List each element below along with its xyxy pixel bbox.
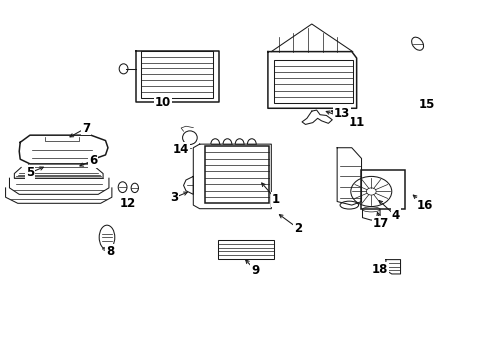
Text: 12: 12 [119, 197, 135, 210]
Text: 15: 15 [418, 98, 435, 111]
Text: 3: 3 [169, 192, 178, 204]
Text: 9: 9 [251, 264, 259, 277]
Text: 11: 11 [348, 116, 364, 129]
Text: 8: 8 [106, 245, 114, 258]
Bar [205, 146, 268, 203]
Text: 7: 7 [82, 122, 90, 135]
Text: 10: 10 [155, 96, 171, 109]
Text: 4: 4 [391, 210, 399, 222]
Bar [360, 170, 405, 210]
Bar [273, 60, 352, 103]
Text: 18: 18 [371, 263, 387, 276]
Text: 13: 13 [333, 107, 349, 120]
Bar [141, 51, 213, 98]
Text: 14: 14 [173, 143, 189, 156]
Text: 17: 17 [372, 216, 388, 230]
Text: 16: 16 [416, 199, 432, 212]
Text: 1: 1 [272, 193, 280, 206]
Text: 2: 2 [293, 222, 302, 235]
Bar [217, 240, 273, 259]
Text: 5: 5 [26, 166, 34, 179]
Text: 6: 6 [89, 154, 97, 167]
